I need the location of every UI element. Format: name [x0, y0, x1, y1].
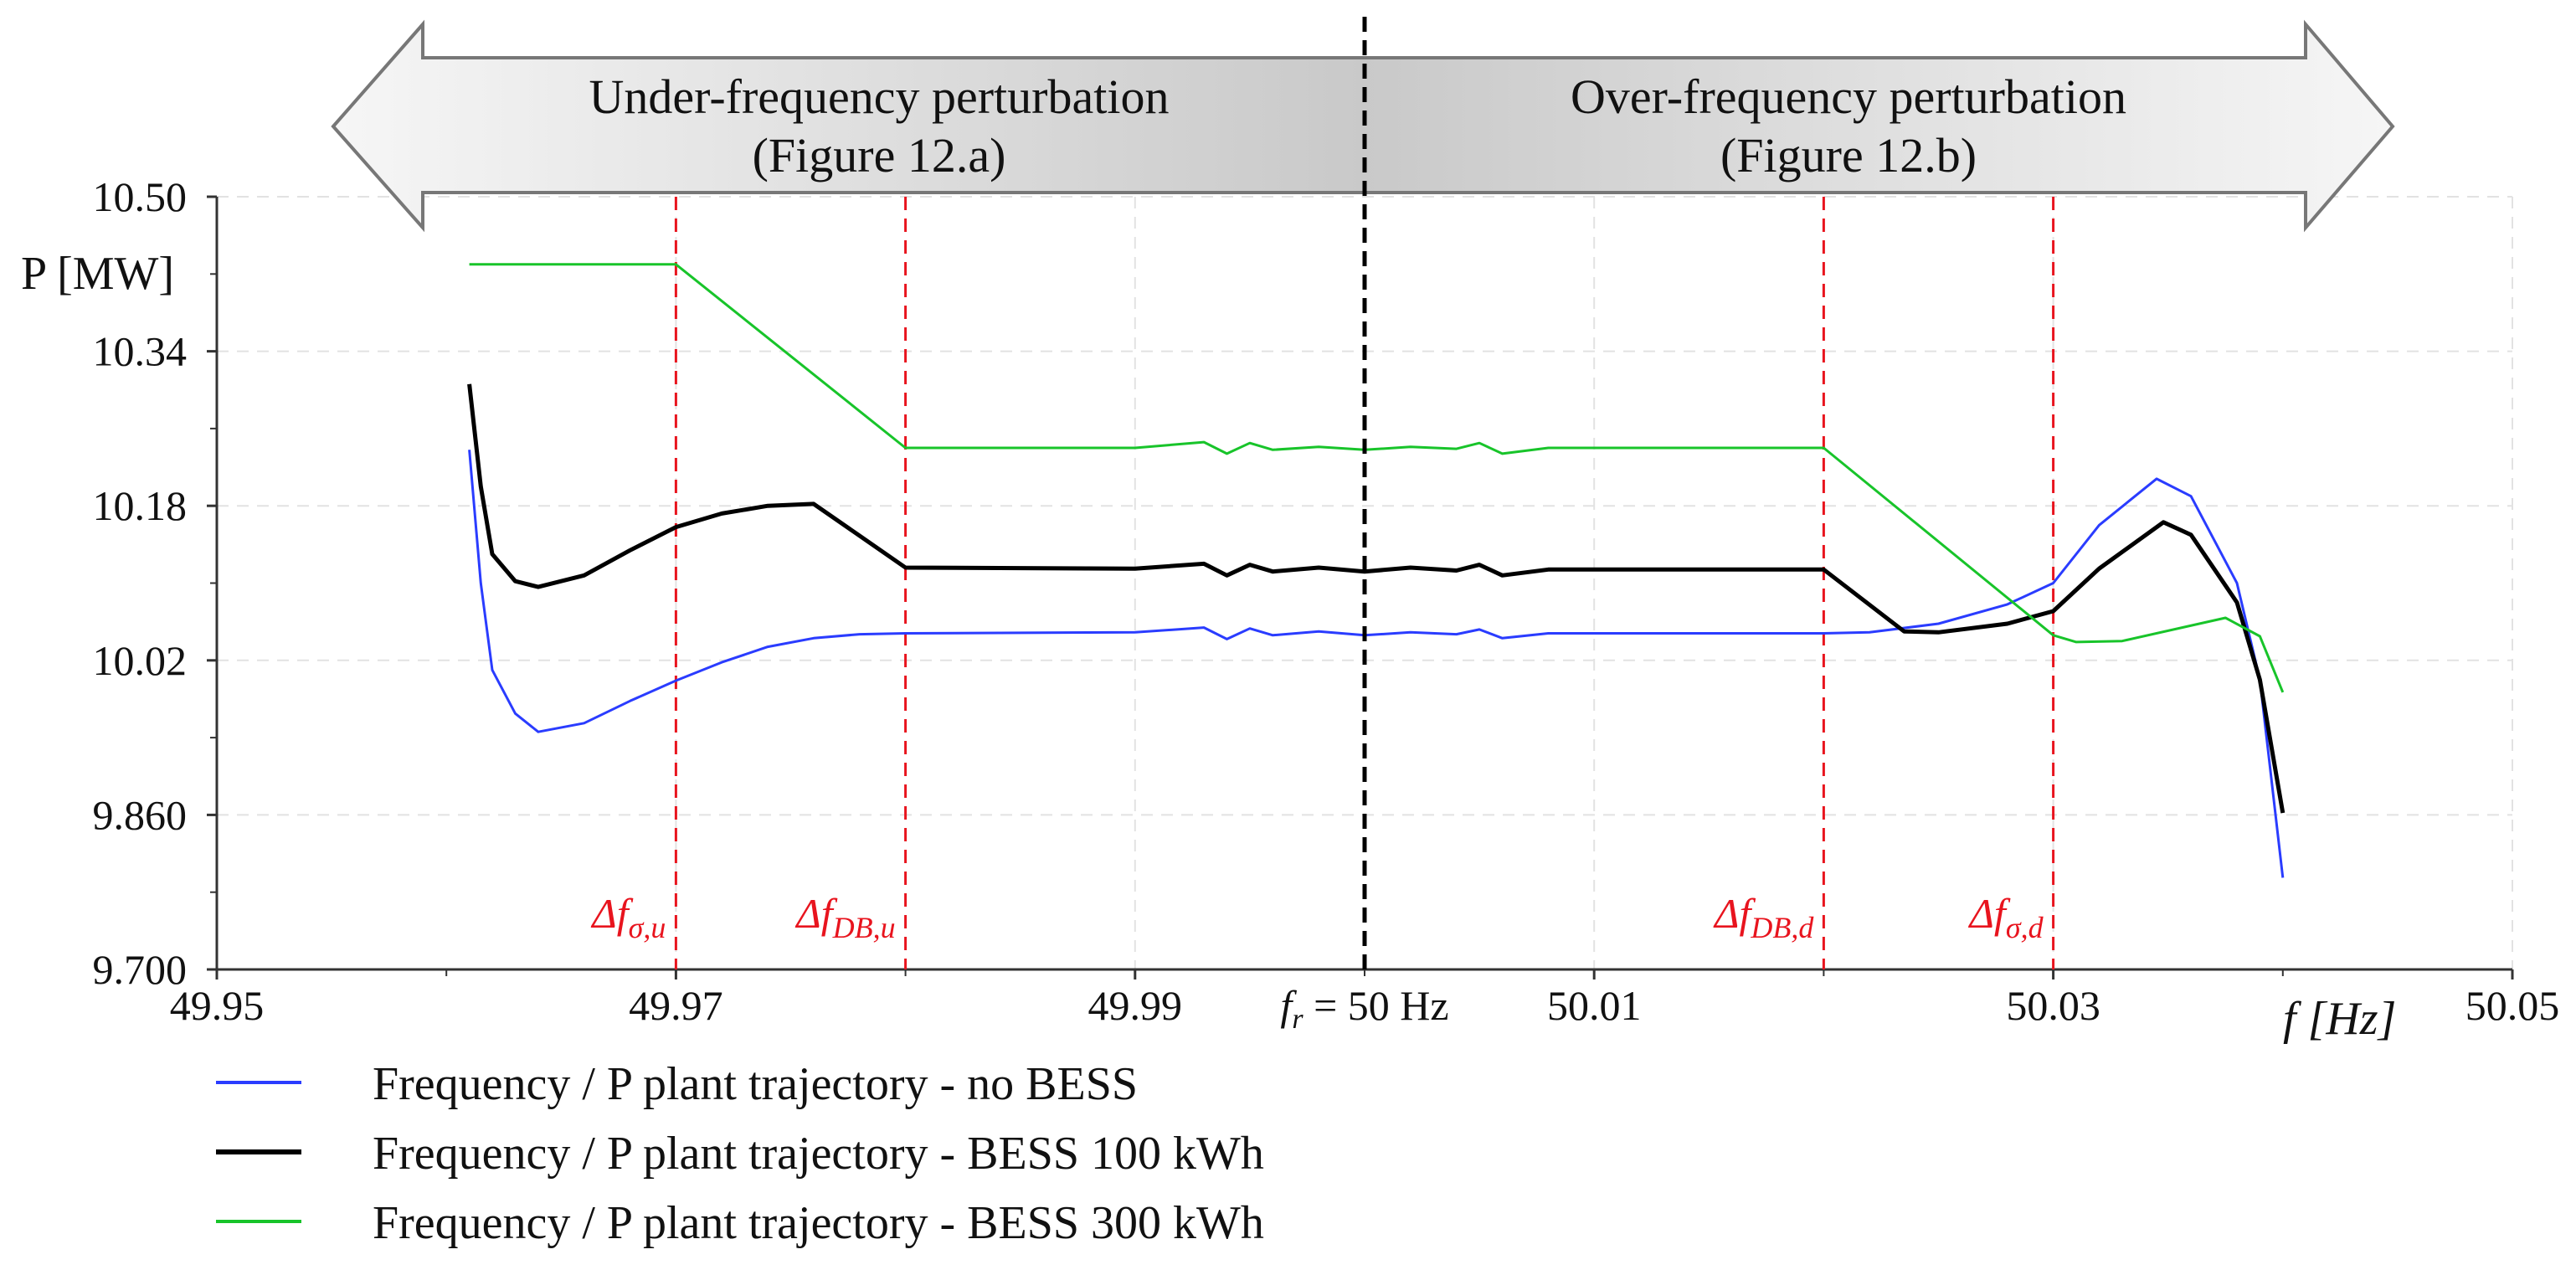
legend: Frequency / P plant trajectory - no BESS…	[216, 1058, 1264, 1249]
y-tick-label: 10.02	[93, 637, 188, 684]
series-line-1	[467, 383, 2285, 814]
legend-label: Frequency / P plant trajectory - no BESS	[373, 1058, 1138, 1110]
threshold-label-main: Δf	[590, 890, 633, 937]
y-tick-label: 9.860	[93, 791, 188, 838]
threshold-label-main: Δf	[1968, 890, 2011, 937]
threshold-label-sub: DB,u	[832, 911, 896, 944]
threshold-label: Δfσ,d	[1968, 890, 2044, 944]
threshold-label-main: Δf	[794, 890, 837, 937]
threshold-label-sub: σ,u	[629, 911, 666, 944]
series-line-0	[468, 450, 2285, 878]
region-left-line2: (Figure 12.a)	[753, 128, 1006, 183]
threshold-label-sub: DB,d	[1750, 911, 1814, 944]
x-tick-label: 50.05	[2465, 982, 2560, 1029]
region-arrow: Under-frequency perturbation (Figure 12.…	[331, 19, 2395, 233]
threshold-label-main: Δf	[1713, 890, 1756, 937]
x-tick-label: 49.95	[170, 982, 265, 1029]
y-tick-label: 10.50	[93, 173, 188, 220]
y-tick-label: 10.34	[93, 328, 188, 375]
y-tick-label: 9.700	[93, 946, 188, 993]
legend-label: Frequency / P plant trajectory - BESS 10…	[373, 1128, 1264, 1180]
threshold-label-sub: σ,d	[2006, 911, 2044, 944]
threshold-label: Δfσ,u	[590, 890, 666, 944]
reference-line-label: fr = 50 Hz	[1280, 982, 1448, 1035]
double-arrow-shape	[331, 19, 2395, 233]
x-axis-label: f [Hz]	[2283, 993, 2396, 1045]
legend-label: Frequency / P plant trajectory - BESS 30…	[373, 1197, 1264, 1249]
reference-label-rest: = 50 Hz	[1303, 982, 1449, 1029]
y-axis-label: P [MW]	[21, 248, 174, 300]
region-right-line2: (Figure 12.b)	[1720, 128, 1977, 183]
x-tick-label: 49.99	[1088, 982, 1183, 1029]
reference-label-sub: r	[1292, 1004, 1303, 1035]
x-tick-label: 50.01	[1547, 982, 1642, 1029]
region-right-line1: Over-frequency perturbation	[1571, 69, 2126, 124]
region-left-line1: Under-frequency perturbation	[589, 69, 1170, 124]
y-tick-label: 10.18	[93, 482, 188, 529]
series-line-2	[469, 263, 2285, 693]
series-lines	[467, 263, 2285, 878]
x-tick-label: 49.97	[629, 982, 723, 1029]
threshold-label: ΔfDB,d	[1713, 890, 1814, 944]
threshold-lines: Δfσ,u ΔfDB,u ΔfDB,d Δfσ,d	[590, 197, 2055, 969]
x-tick-label: 50.03	[2006, 982, 2100, 1029]
threshold-label: ΔfDB,u	[794, 890, 895, 944]
